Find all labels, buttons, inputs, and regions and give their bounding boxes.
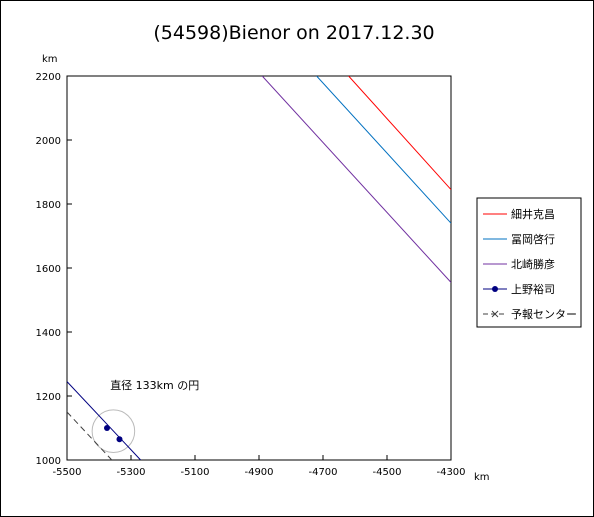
y-tick-label: 2000 [36,136,61,147]
series-line-3 [67,381,141,460]
y-tick-label: 1600 [36,264,61,275]
x-axis-unit: km [474,472,490,483]
y-axis-unit: km [42,54,58,65]
plot-area: -5500 -5300 -5100 -4900 -4700 -4500 -4300 1000 1… [36,72,466,478]
x-tick-label: -4900 [244,467,273,478]
x-tick-label: -5100 [180,467,209,478]
circle-annotation: 直径 133km の円 [110,378,199,392]
y-tick-label: 2200 [36,72,61,83]
x-tick-label: -5300 [116,467,145,478]
y-tick-label: 1200 [36,392,61,403]
series-line-2 [261,76,451,283]
diameter-circle [91,409,136,453]
legend-box [476,197,582,328]
series-marker-3 [116,436,123,443]
x-tick-label: -4500 [372,467,401,478]
legend-label-0: 細井克昌 [511,207,555,221]
x-tick-label: -4300 [436,467,465,478]
y-tick-label: 1800 [36,200,61,211]
series-line-0 [348,76,451,190]
legend-marker-4 [491,310,499,318]
y-tick-label: 1400 [36,328,61,339]
legend-label-4: 予報センター [511,308,577,321]
legend-label-2: 北崎勝彦 [511,257,555,271]
plot-border [66,75,452,461]
x-tick-label: -5500 [52,467,81,478]
plot-clip-group [67,76,451,460]
chart-title: (54598)Bienor on 2017.12.30 [153,22,434,44]
legend-marker-3 [492,286,498,292]
series-line-4 [67,411,113,460]
legend-label-1: 冨岡啓行 [511,232,555,246]
legend-label-3: 上野裕司 [511,283,555,296]
y-tick-label: 1000 [36,456,61,467]
series-line-1 [316,76,451,224]
series-marker-3 [104,425,110,431]
x-tick-label: -4700 [308,467,337,478]
